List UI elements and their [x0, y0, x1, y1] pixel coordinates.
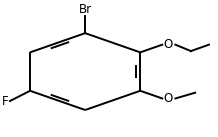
Text: Br: Br: [79, 3, 92, 16]
Text: O: O: [163, 38, 173, 51]
Text: F: F: [2, 95, 9, 108]
Text: O: O: [163, 92, 173, 105]
